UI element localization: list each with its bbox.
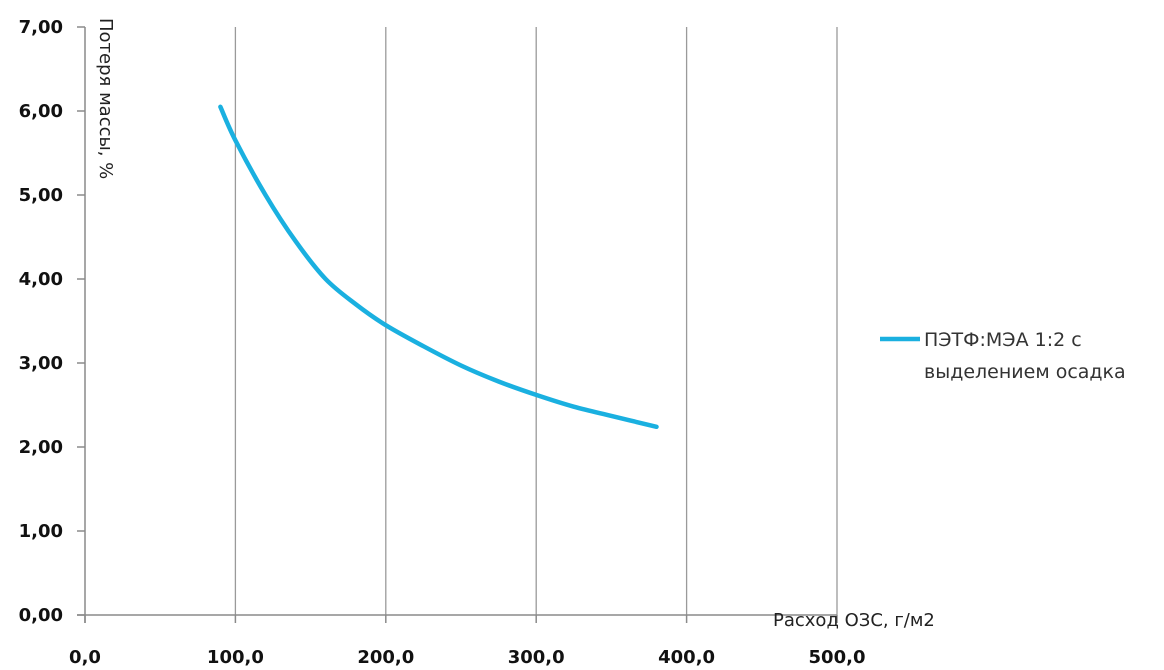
y-tick-label: 3,00 xyxy=(19,353,63,374)
x-tick-label: 300,0 xyxy=(508,647,565,668)
y-tick-label: 1,00 xyxy=(19,521,63,542)
y-tick-label: 6,00 xyxy=(19,101,63,122)
x-tick-label: 200,0 xyxy=(357,647,414,668)
x-tick-label: 400,0 xyxy=(658,647,715,668)
legend: ПЭТФ:МЭА 1:2 с выделением осадка xyxy=(880,329,1126,383)
x-axis-title: Расход ОЗС, г/м2 xyxy=(773,610,935,631)
x-tick-labels: 0,0 100,0 200,0 300,0 400,0 500,0 xyxy=(69,615,865,668)
series-line xyxy=(218,104,659,430)
y-tick-label: 4,00 xyxy=(19,269,63,290)
series-lines xyxy=(218,104,659,430)
y-tick-labels: 0,00 1,00 2,00 3,00 4,00 5,00 6,00 7,00 xyxy=(19,17,85,626)
x-tick-label: 0,0 xyxy=(69,647,101,668)
x-tick-label: 100,0 xyxy=(207,647,264,668)
x-tick-label: 500,0 xyxy=(809,647,866,668)
y-axis-title: Потеря массы, % xyxy=(95,18,116,179)
legend-label-line-2: выделением осадка xyxy=(924,361,1126,383)
y-tick-label: 5,00 xyxy=(19,185,63,206)
grid xyxy=(234,27,838,615)
axes xyxy=(77,27,837,623)
legend-label-line-1: ПЭТФ:МЭА 1:2 с xyxy=(924,329,1082,351)
y-tick-label: 7,00 xyxy=(19,17,63,38)
y-tick-label: 2,00 xyxy=(19,437,63,458)
y-tick-label: 0,00 xyxy=(19,605,63,626)
